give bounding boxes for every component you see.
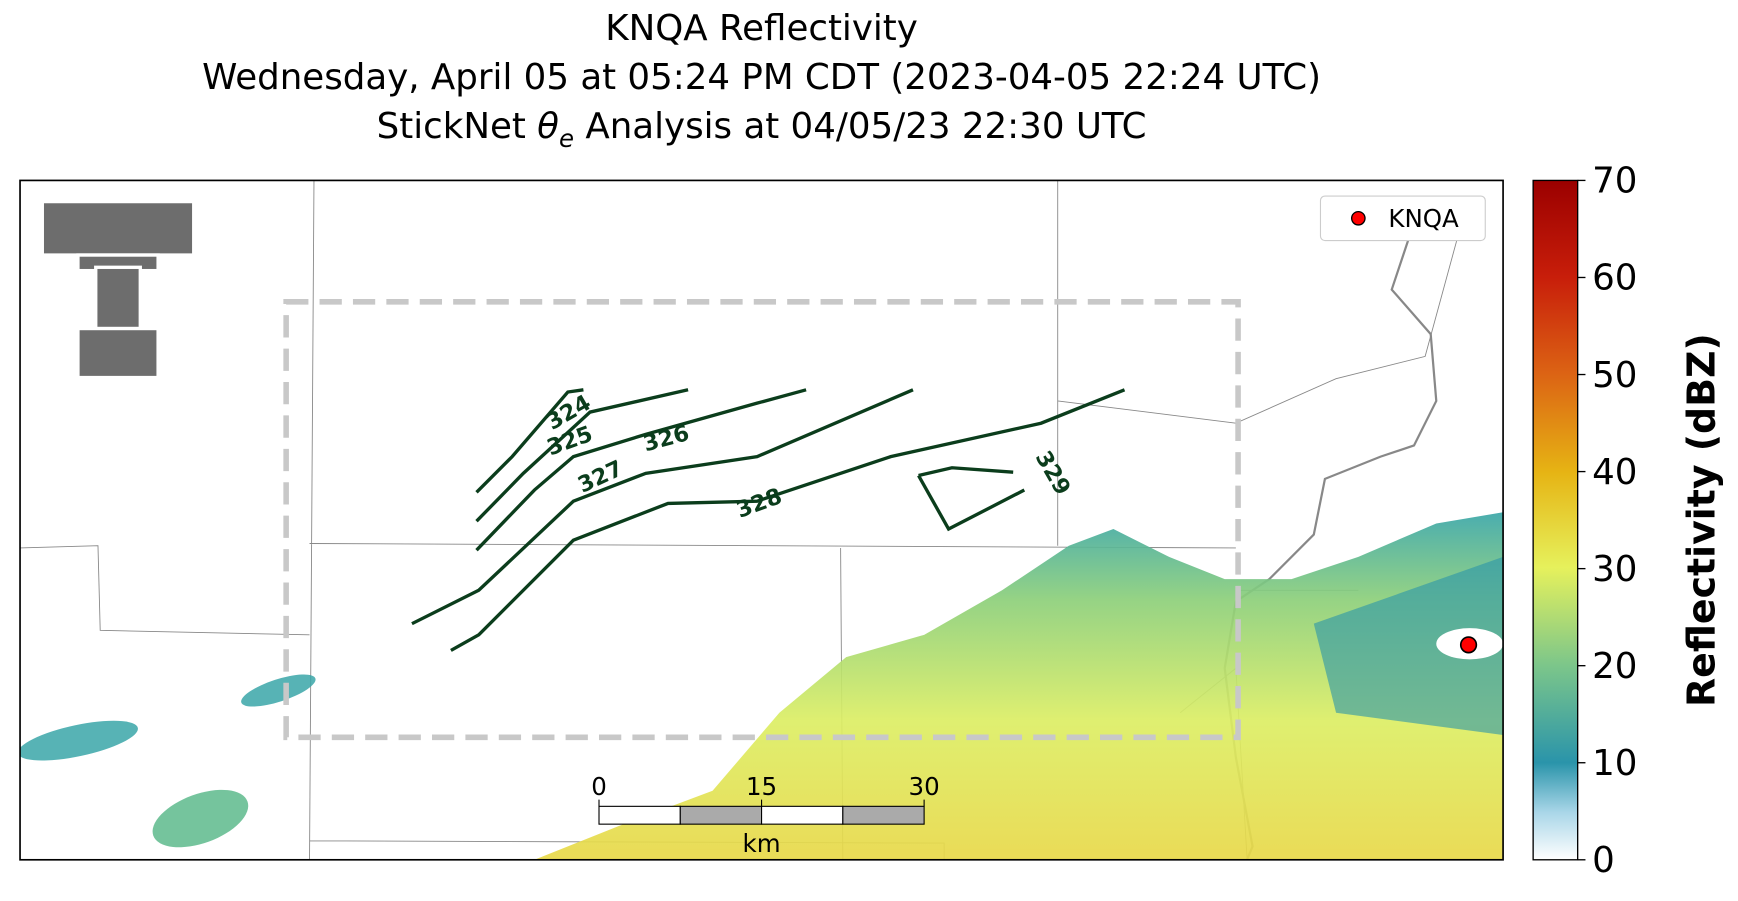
- colorbar-tick-label: 50: [1592, 355, 1637, 396]
- analysis-title: StickNet θe Analysis at 04/05/23 22:30 U…: [377, 106, 1147, 153]
- scale-segment: [679, 805, 763, 825]
- scale-tick-label: 0: [591, 772, 607, 801]
- colorbar-tick-label: 70: [1592, 161, 1637, 202]
- map-frame: [19, 179, 1504, 861]
- title: KNQA Reflectivity: [605, 8, 918, 49]
- subtitle: Wednesday, April 05 at 05:24 PM CDT (202…: [202, 57, 1321, 98]
- colorbar: [1532, 179, 1579, 861]
- scale-unit: km: [743, 829, 781, 858]
- ttu-logo: [40, 199, 196, 380]
- scale-bar: 0 15 30 km: [591, 772, 939, 858]
- analysis-text: Analysis at 04/05/23 22:30 UTC: [574, 106, 1146, 147]
- theta-e-contours: [411, 388, 1126, 652]
- scale-segment: [842, 805, 925, 825]
- colorbar-tick-label: 10: [1592, 743, 1637, 784]
- legend-box: [1319, 195, 1486, 242]
- reflectivity-cell: [20, 720, 138, 761]
- scale-segment: [598, 805, 681, 825]
- legend-marker: [1350, 210, 1366, 226]
- legend-label: KNQA: [1388, 204, 1459, 233]
- analysis-domain: [283, 299, 1241, 741]
- reflectivity-cell: [241, 674, 316, 707]
- reflectivity-cell: [152, 789, 249, 848]
- colorbar-label: Reflectivity (dBZ): [1680, 333, 1724, 707]
- theta-symbol: θ: [537, 106, 559, 147]
- colorbar-tick-label: 0: [1592, 840, 1615, 881]
- theta-subscript: e: [559, 124, 574, 153]
- colorbar-tick-label: 40: [1592, 452, 1637, 493]
- reflectivity-area: [1313, 556, 1504, 736]
- radar-site: [1459, 636, 1478, 654]
- scale-tick-label: 15: [746, 772, 777, 801]
- colorbar-tick-label: 20: [1592, 646, 1637, 687]
- colorbar-tick-label: 60: [1592, 258, 1637, 299]
- colorbar-ticks: 0 10 20 30 40 50 60 70: [1577, 161, 1637, 881]
- scale-tick-label: 30: [909, 772, 940, 801]
- reflectivity-area: [534, 512, 1504, 860]
- scale-segment: [761, 805, 844, 825]
- analysis-text: StickNet: [377, 106, 538, 147]
- legend: KNQA: [1319, 195, 1486, 242]
- colorbar-tick-label: 30: [1592, 549, 1637, 590]
